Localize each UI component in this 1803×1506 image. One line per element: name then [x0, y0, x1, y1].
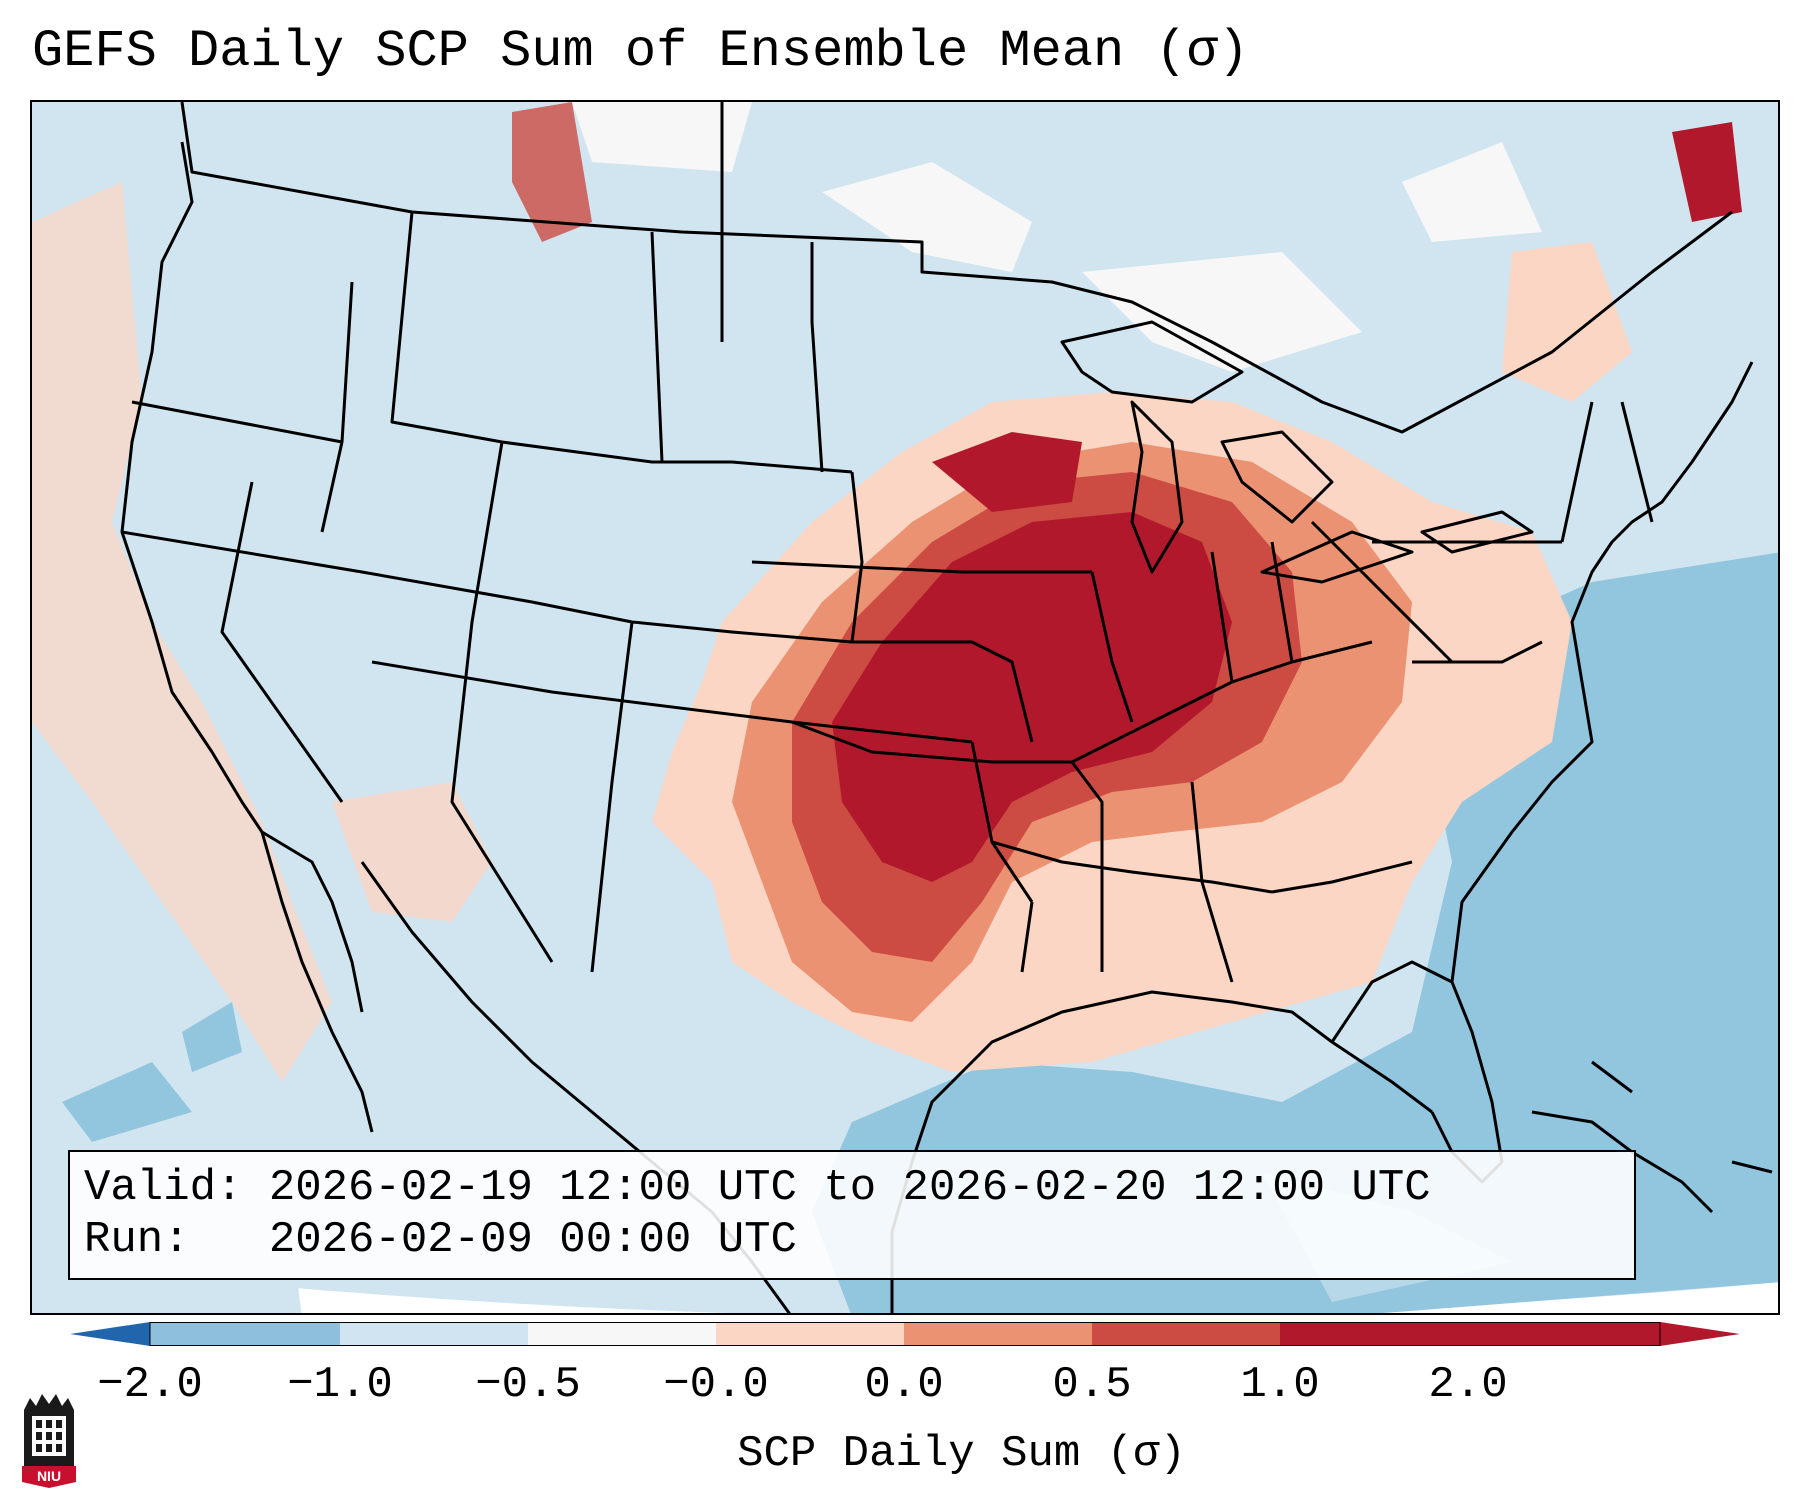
colorbar-tick: 0.5 — [1052, 1360, 1132, 1410]
run-row: Run: 2026-02-09 00:00 UTC — [84, 1214, 797, 1266]
map-canvas — [32, 102, 1778, 1313]
logo-text: NIU — [37, 1468, 61, 1484]
colorbar-tick: −1.0 — [287, 1360, 393, 1410]
colorbar-segments — [150, 1322, 1468, 1346]
colorbar-tick: −2.0 — [97, 1360, 203, 1410]
colorbar-segment — [1280, 1322, 1468, 1346]
colorbar-extend-low — [70, 1322, 150, 1346]
colorbar-label: SCP Daily Sum (σ) — [737, 1429, 1186, 1479]
colorbar-outline — [149, 1322, 1661, 1346]
colorbar-segment — [1092, 1322, 1280, 1346]
near-zero-patch — [1082, 252, 1362, 372]
near-zero-patch — [1402, 142, 1542, 242]
west-coast-positive — [32, 182, 332, 1082]
colorbar-label-row: SCP Daily Sum (σ) — [0, 1428, 1803, 1480]
colorbar-tick: −0.5 — [475, 1360, 581, 1410]
map-panel[interactable]: Valid: 2026-02-19 12:00 UTC to 2026-02-2… — [30, 100, 1780, 1315]
colorbar-segment — [150, 1322, 340, 1346]
positive-anomaly-extreme — [932, 432, 1082, 512]
near-zero-patch — [822, 162, 1032, 272]
colorbar-tick: −0.0 — [663, 1360, 769, 1410]
colorbar-segment — [716, 1322, 904, 1346]
colorbar-segment — [340, 1322, 528, 1346]
pacific-negative-patch — [62, 1062, 192, 1142]
run-label: Run: — [84, 1215, 190, 1265]
near-zero-patch — [572, 102, 752, 172]
positive-anomaly-extreme — [832, 512, 1232, 882]
canada-positive — [512, 102, 592, 242]
colorbar-ticks: −2.0 −1.0 −0.5 −0.0 0.0 0.5 1.0 2.0 — [0, 1360, 1803, 1420]
map-title: GEFS Daily SCP Sum of Ensemble Mean (σ) — [32, 22, 1249, 81]
valid-value: 2026-02-19 12:00 UTC to 2026-02-20 12:00… — [268, 1163, 1431, 1213]
colorbar-tick: 1.0 — [1240, 1360, 1320, 1410]
pacific-negative-patch — [182, 1002, 242, 1072]
colorbar-segment — [904, 1322, 1092, 1346]
colorbar-segment — [528, 1322, 716, 1346]
niu-logo: NIU — [22, 1394, 76, 1488]
colorbar — [70, 1322, 1740, 1346]
run-value: 2026-02-09 00:00 UTC — [268, 1215, 797, 1265]
colorbar-tick: 2.0 — [1428, 1360, 1508, 1410]
colorbar-tick: 0.0 — [864, 1360, 944, 1410]
colorbar-extend-high — [1468, 1322, 1740, 1346]
valid-label: Valid: — [84, 1163, 243, 1213]
valid-row: Valid: 2026-02-19 12:00 UTC to 2026-02-2… — [84, 1162, 1431, 1214]
canada-positive — [1672, 122, 1742, 222]
southwest-positive — [332, 782, 492, 922]
info-box: Valid: 2026-02-19 12:00 UTC to 2026-02-2… — [68, 1150, 1636, 1280]
